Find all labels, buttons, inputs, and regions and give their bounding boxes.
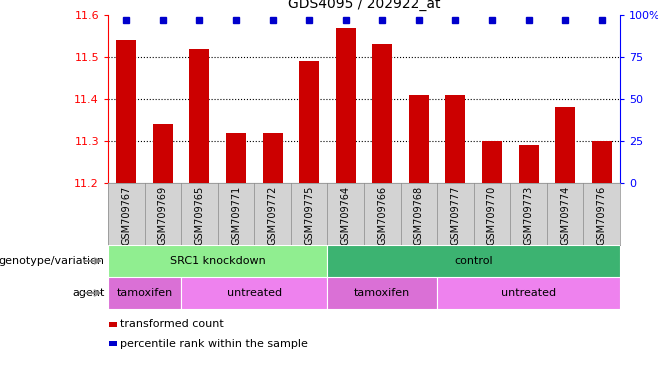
Bar xyxy=(519,145,539,183)
Text: GSM709774: GSM709774 xyxy=(560,186,570,245)
Text: GSM709770: GSM709770 xyxy=(487,186,497,245)
Bar xyxy=(108,245,328,277)
Title: GDS4095 / 202922_at: GDS4095 / 202922_at xyxy=(288,0,440,11)
Text: GSM709767: GSM709767 xyxy=(121,186,132,245)
Text: untreated: untreated xyxy=(501,288,556,298)
Bar xyxy=(437,277,620,309)
Bar xyxy=(181,277,328,309)
Bar xyxy=(108,277,181,309)
Text: GSM709775: GSM709775 xyxy=(304,186,314,245)
Text: GSM709764: GSM709764 xyxy=(341,186,351,245)
Bar xyxy=(592,141,612,183)
Text: tamoxifen: tamoxifen xyxy=(354,288,411,298)
Bar xyxy=(482,141,502,183)
Bar xyxy=(116,40,136,183)
Text: control: control xyxy=(455,256,493,266)
Bar xyxy=(328,277,437,309)
Bar xyxy=(555,108,575,183)
Bar xyxy=(263,132,283,183)
Text: GSM709772: GSM709772 xyxy=(268,186,278,245)
Text: agent: agent xyxy=(72,288,105,298)
Text: GSM709769: GSM709769 xyxy=(158,186,168,245)
Text: GSM709777: GSM709777 xyxy=(451,186,461,245)
Text: GSM709773: GSM709773 xyxy=(524,186,534,245)
Bar xyxy=(372,45,392,183)
Text: GSM709771: GSM709771 xyxy=(231,186,241,245)
Text: untreated: untreated xyxy=(227,288,282,298)
Text: GSM709776: GSM709776 xyxy=(597,186,607,245)
Bar xyxy=(190,49,209,183)
Bar xyxy=(226,132,246,183)
Text: tamoxifen: tamoxifen xyxy=(116,288,172,298)
Bar xyxy=(336,28,356,183)
Text: GSM709768: GSM709768 xyxy=(414,186,424,245)
Text: SRC1 knockdown: SRC1 knockdown xyxy=(170,256,266,266)
Bar xyxy=(409,95,429,183)
Text: genotype/variation: genotype/variation xyxy=(0,256,105,266)
Text: GSM709766: GSM709766 xyxy=(377,186,388,245)
Text: transformed count: transformed count xyxy=(120,319,224,329)
Text: GSM709765: GSM709765 xyxy=(194,186,205,245)
Text: percentile rank within the sample: percentile rank within the sample xyxy=(120,339,308,349)
Bar xyxy=(153,124,173,183)
Bar xyxy=(445,95,465,183)
Bar xyxy=(299,61,319,183)
Bar xyxy=(328,245,620,277)
